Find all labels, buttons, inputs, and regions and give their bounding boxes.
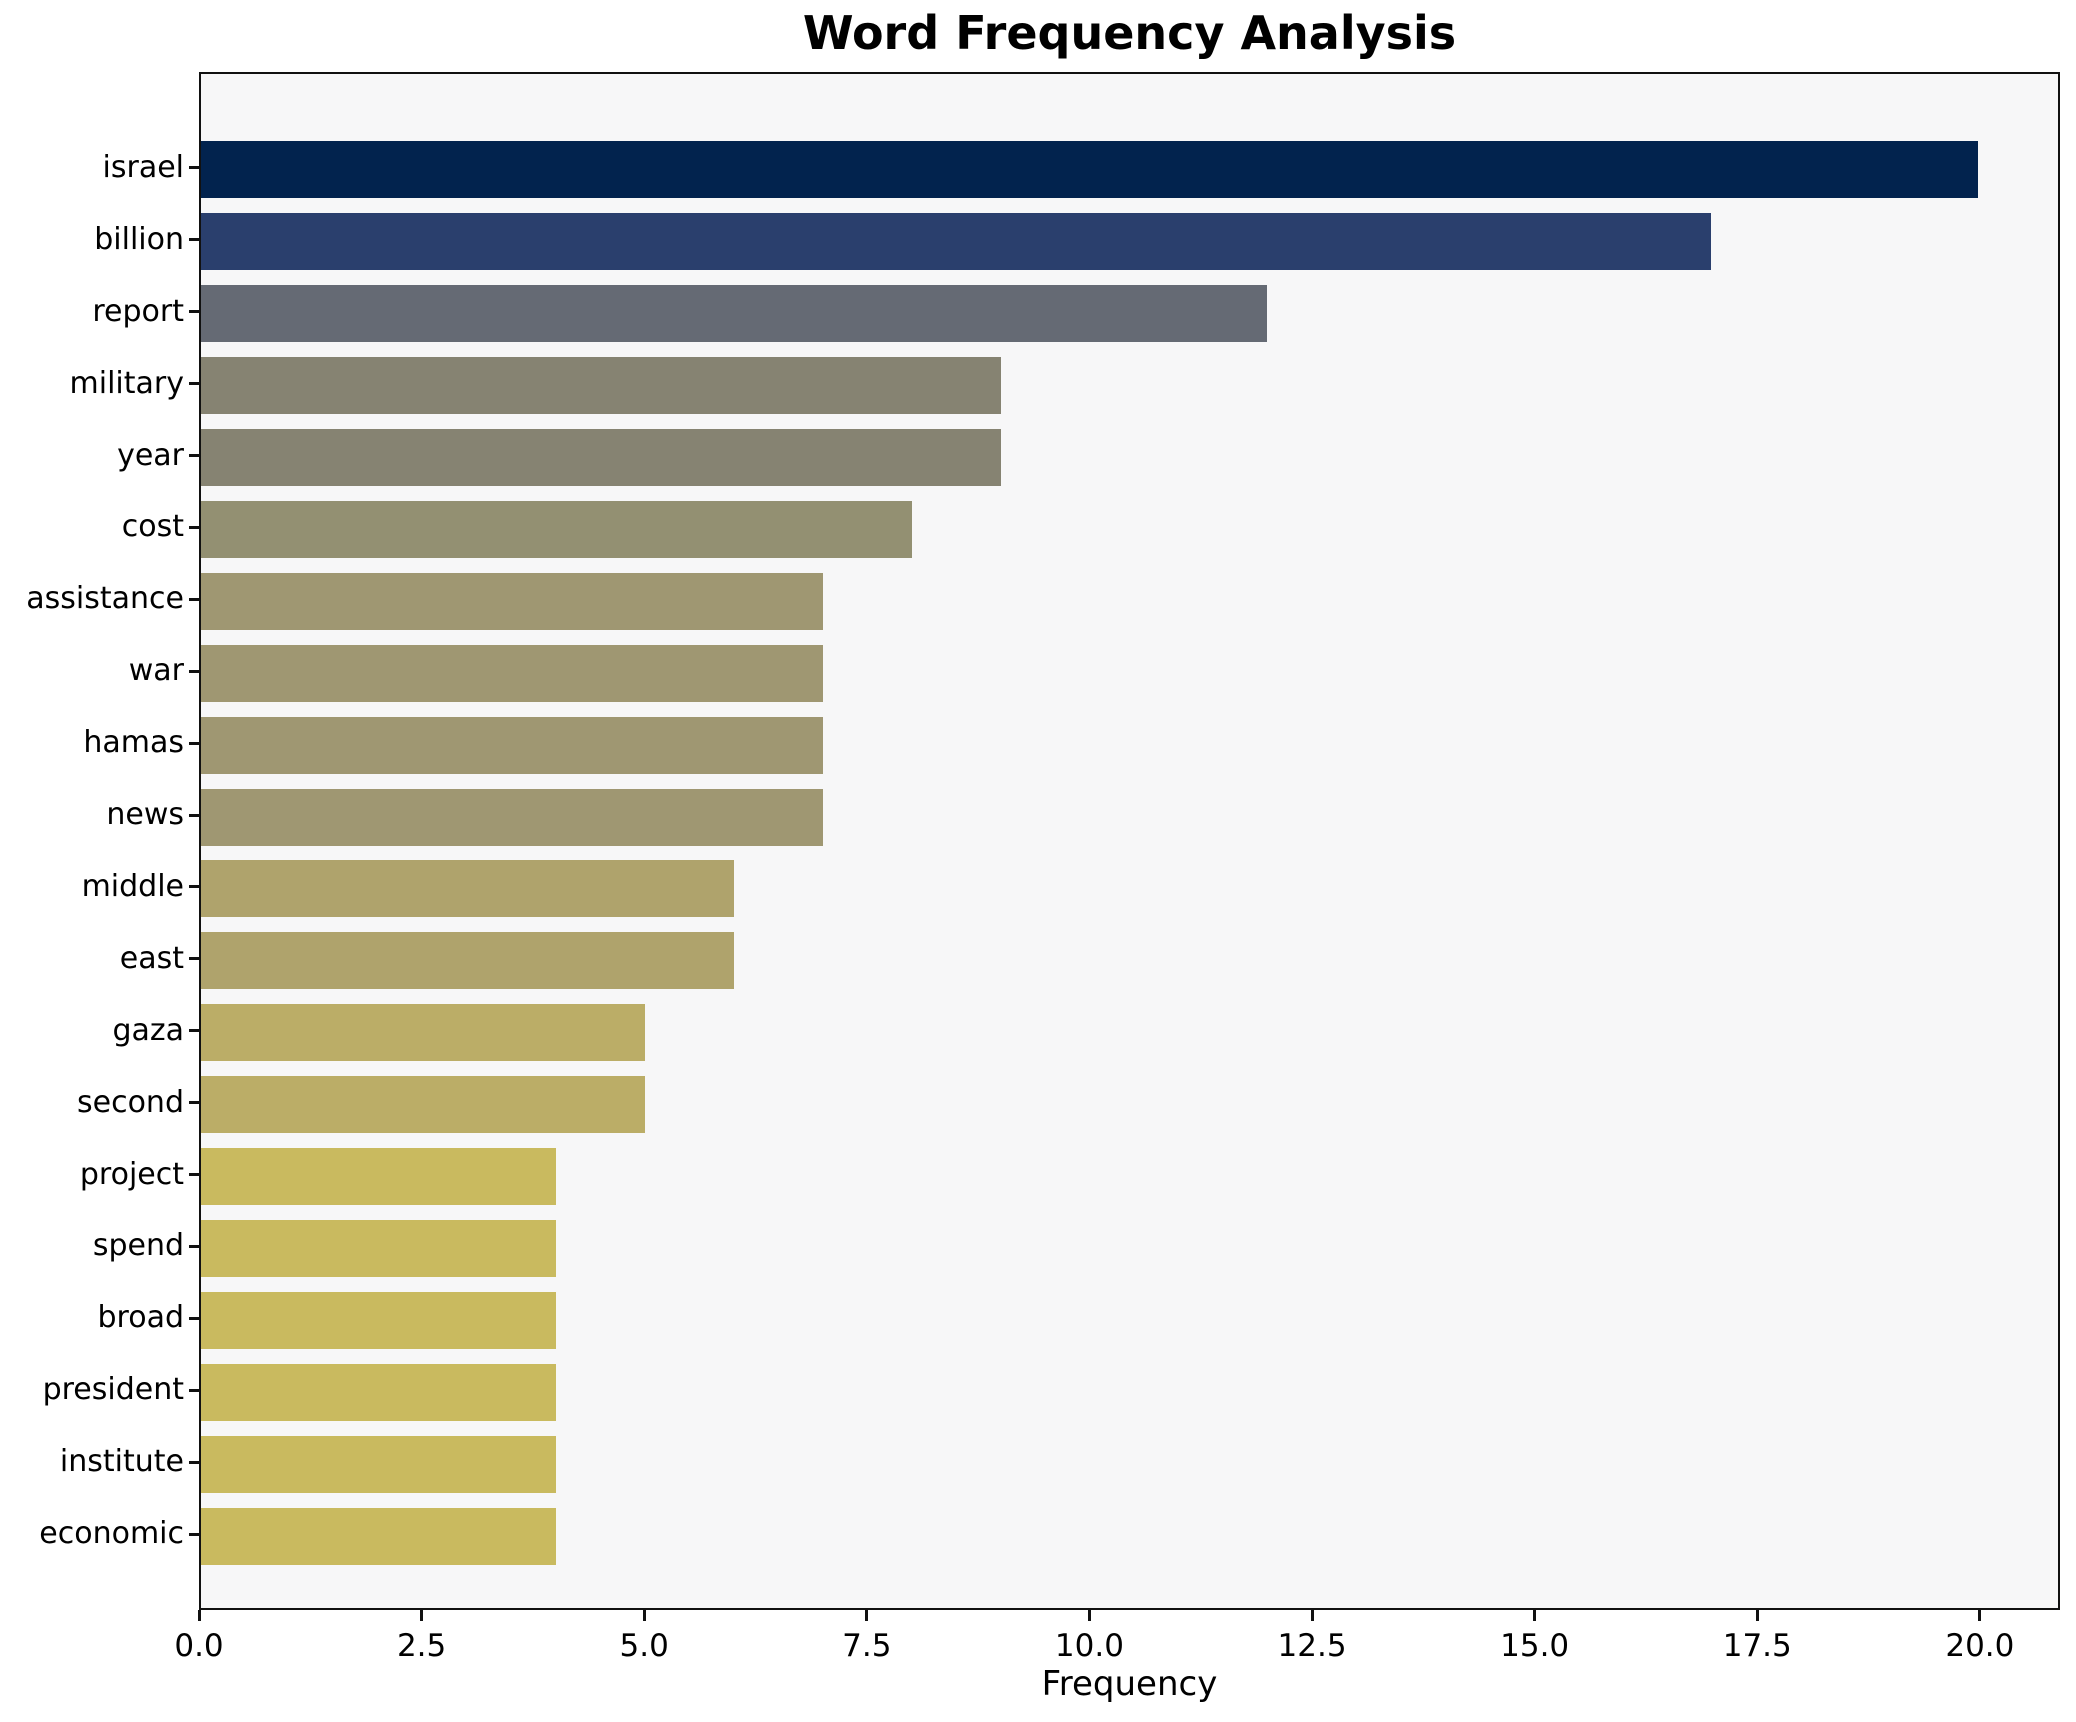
y-tick-label-military: military (69, 365, 184, 401)
y-tick-mark (189, 1244, 199, 1248)
x-tick-label-10.0: 10.0 (1054, 1628, 1124, 1664)
plot-area (199, 72, 2060, 1610)
x-tick-label-5.0: 5.0 (619, 1628, 669, 1664)
bar-middle (201, 860, 735, 918)
y-tick-mark (189, 1388, 199, 1392)
y-tick-mark (189, 238, 199, 242)
y-tick-label-war: war (128, 653, 184, 689)
bar-year (201, 429, 1001, 487)
y-tick-label-middle: middle (81, 868, 184, 904)
x-tick-mark (1755, 1610, 1759, 1621)
x-tick-label-15.0: 15.0 (1500, 1628, 1570, 1664)
x-tick-mark (1978, 1610, 1982, 1621)
bar-war (201, 644, 823, 702)
x-tick-mark (420, 1610, 424, 1621)
x-tick-mark (1533, 1610, 1537, 1621)
y-tick-label-billion: billion (94, 221, 184, 257)
y-tick-mark (189, 1532, 199, 1536)
bar-cost (201, 500, 912, 558)
x-tick-label-2.5: 2.5 (396, 1628, 447, 1664)
x-tick-label-12.5: 12.5 (1277, 1628, 1347, 1664)
y-tick-label-hamas: hamas (83, 725, 184, 761)
x-axis-title: Frequency (1041, 1664, 1218, 1704)
y-tick-mark (189, 525, 199, 529)
y-tick-mark (189, 1101, 199, 1105)
bar-spend (201, 1219, 557, 1277)
x-tick-mark (1087, 1610, 1091, 1621)
bar-second (201, 1076, 646, 1134)
y-tick-label-broad: broad (97, 1300, 185, 1336)
y-tick-label-east: east (119, 940, 184, 976)
y-tick-mark (189, 669, 199, 673)
y-tick-label-economic: economic (39, 1516, 184, 1552)
y-tick-label-year: year (117, 437, 184, 473)
y-tick-mark (189, 597, 199, 601)
y-tick-mark (189, 382, 199, 386)
x-tick-label-20.0: 20.0 (1945, 1628, 2015, 1664)
bar-project (201, 1148, 557, 1206)
x-tick-mark (865, 1610, 869, 1621)
x-tick-label-0.0: 0.0 (174, 1628, 224, 1664)
y-tick-label-gaza: gaza (112, 1012, 184, 1048)
y-tick-mark (189, 1316, 199, 1320)
chart-title: Word Frequency Analysis (802, 6, 1457, 60)
x-tick-label-17.5: 17.5 (1722, 1628, 1792, 1664)
bar-report (201, 285, 1268, 343)
y-tick-mark (189, 885, 199, 889)
x-tick-label-7.5: 7.5 (842, 1628, 892, 1664)
y-tick-mark (189, 1460, 199, 1464)
y-axis-labels: israel billion report military year cost assis… (0, 72, 184, 1610)
bar-economic (201, 1507, 557, 1565)
y-tick-label-project: project (79, 1156, 184, 1192)
y-tick-label-president: president (42, 1372, 184, 1408)
y-tick-label-cost: cost (121, 509, 184, 545)
y-tick-label-spend: spend (92, 1228, 184, 1264)
bar-assistance (201, 572, 823, 630)
y-tick-mark (189, 166, 199, 170)
y-tick-label-report: report (92, 293, 184, 329)
bar-broad (201, 1291, 557, 1349)
y-tick-label-second: second (77, 1084, 184, 1120)
y-tick-label-institute: institute (59, 1444, 184, 1480)
y-tick-mark (189, 454, 199, 458)
bar-gaza (201, 1004, 646, 1062)
bar-billion (201, 213, 1712, 271)
y-tick-mark (189, 741, 199, 745)
x-tick-mark (1310, 1610, 1314, 1621)
bar-president (201, 1363, 557, 1421)
bar-institute (201, 1435, 557, 1493)
y-tick-mark (189, 813, 199, 817)
bar-israel (201, 141, 1979, 199)
y-tick-mark (189, 1029, 199, 1033)
y-tick-mark (189, 957, 199, 961)
y-tick-label-news: news (106, 797, 184, 833)
bar-east (201, 932, 735, 990)
bar-news (201, 788, 823, 846)
y-tick-label-israel: israel (102, 149, 184, 185)
bar-military (201, 357, 1001, 415)
bar-hamas (201, 716, 823, 774)
x-tick-mark (197, 1610, 201, 1621)
y-tick-label-assistance: assistance (26, 581, 184, 617)
y-tick-mark (189, 1173, 199, 1177)
x-tick-mark (642, 1610, 646, 1621)
y-tick-mark (189, 310, 199, 314)
